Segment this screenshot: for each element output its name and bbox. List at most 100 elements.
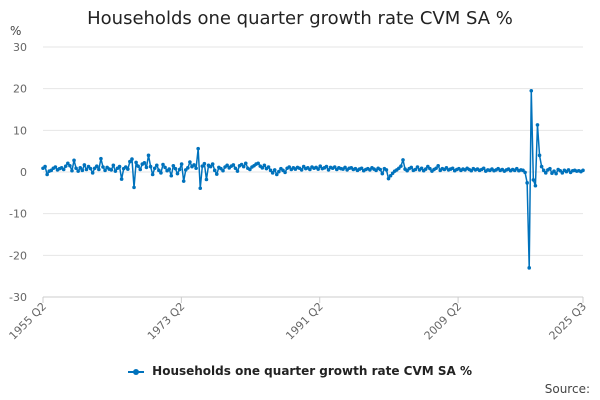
data-point bbox=[163, 165, 167, 170]
data-point bbox=[63, 164, 68, 168]
chart-title: Households one quarter growth rate CVM S… bbox=[87, 8, 513, 29]
data-point bbox=[428, 166, 432, 171]
data-point bbox=[531, 178, 536, 182]
data-point bbox=[167, 167, 172, 171]
data-point bbox=[72, 158, 76, 163]
data-point bbox=[243, 161, 248, 166]
data-point bbox=[539, 164, 544, 169]
data-point bbox=[308, 167, 312, 172]
data-point bbox=[173, 166, 178, 171]
data-point bbox=[450, 166, 455, 171]
source-label: Source: bbox=[544, 382, 590, 396]
data-point bbox=[436, 163, 440, 168]
y-tick-label: 20 bbox=[13, 83, 27, 96]
data-point bbox=[179, 162, 184, 166]
data-point bbox=[214, 172, 219, 176]
data-point bbox=[159, 171, 163, 175]
data-point bbox=[525, 181, 529, 185]
data-point bbox=[53, 165, 58, 169]
data-point bbox=[419, 166, 424, 171]
y-tick-label: 0 bbox=[20, 166, 27, 179]
data-point bbox=[554, 171, 558, 176]
data-point bbox=[113, 169, 118, 173]
data-point bbox=[169, 173, 174, 178]
data-point bbox=[152, 166, 157, 171]
legend-swatch-icon bbox=[127, 368, 144, 375]
data-point bbox=[128, 159, 132, 164]
data-point bbox=[535, 123, 540, 127]
x-tick-label: 1991 Q2 bbox=[283, 300, 326, 343]
data-point bbox=[384, 168, 389, 172]
data-point bbox=[94, 164, 99, 168]
data-point bbox=[380, 171, 385, 176]
data-point bbox=[388, 173, 393, 178]
data-point bbox=[111, 163, 116, 168]
data-point bbox=[154, 163, 159, 168]
data-point bbox=[225, 163, 229, 168]
data-point bbox=[270, 171, 275, 175]
data-point bbox=[413, 167, 418, 172]
data-point bbox=[283, 170, 287, 175]
data-point bbox=[175, 171, 180, 176]
data-point bbox=[378, 167, 383, 172]
data-point bbox=[70, 168, 74, 173]
data-point bbox=[177, 167, 182, 172]
data-point bbox=[299, 168, 304, 172]
data-point bbox=[268, 168, 273, 173]
data-point bbox=[560, 171, 565, 175]
data-point bbox=[529, 88, 534, 93]
data-point bbox=[581, 168, 585, 173]
data-point bbox=[533, 183, 538, 188]
data-point bbox=[157, 168, 161, 173]
data-point bbox=[68, 163, 72, 168]
data-point bbox=[233, 166, 238, 171]
data-point bbox=[146, 153, 151, 158]
y-tick-label: -10 bbox=[9, 208, 27, 221]
data-point bbox=[66, 161, 70, 166]
data-point bbox=[423, 167, 428, 171]
data-point bbox=[78, 166, 83, 170]
data-point bbox=[523, 170, 527, 175]
data-point bbox=[136, 164, 140, 168]
data-point bbox=[543, 171, 548, 175]
y-tick-label: -30 bbox=[9, 291, 27, 304]
data-point bbox=[256, 161, 260, 166]
data-point bbox=[76, 169, 80, 173]
data-point bbox=[134, 160, 138, 165]
y-axis-unit-label: % bbox=[10, 24, 21, 38]
data-point bbox=[171, 163, 176, 168]
data-point bbox=[117, 164, 122, 169]
data-point bbox=[210, 162, 215, 166]
data-point bbox=[74, 166, 78, 171]
data-point bbox=[99, 156, 103, 161]
data-point bbox=[150, 172, 155, 177]
data-point bbox=[142, 161, 147, 165]
chart-legend[interactable]: Households one quarter growth rate CVM S… bbox=[0, 364, 600, 378]
data-point bbox=[43, 164, 47, 169]
data-point bbox=[188, 160, 192, 164]
data-point bbox=[287, 165, 292, 169]
data-point bbox=[415, 165, 420, 169]
data-point bbox=[316, 167, 320, 171]
data-point bbox=[241, 164, 246, 169]
data-point bbox=[144, 165, 149, 170]
data-point bbox=[481, 166, 486, 171]
data-point bbox=[194, 166, 198, 171]
data-point bbox=[527, 266, 532, 270]
data-point bbox=[130, 157, 134, 161]
data-point bbox=[204, 177, 209, 182]
data-point bbox=[277, 169, 281, 174]
data-point bbox=[161, 162, 165, 167]
y-tick-label: 30 bbox=[13, 41, 27, 54]
data-point bbox=[181, 179, 186, 183]
data-point bbox=[221, 168, 225, 173]
data-point bbox=[235, 169, 240, 173]
x-tick-label: 1973 Q2 bbox=[145, 300, 188, 343]
data-point bbox=[343, 165, 347, 170]
data-point bbox=[186, 166, 190, 170]
data-point bbox=[82, 163, 87, 167]
data-point bbox=[434, 166, 438, 171]
data-point bbox=[537, 153, 542, 158]
data-point bbox=[45, 172, 49, 177]
data-point bbox=[97, 167, 101, 172]
